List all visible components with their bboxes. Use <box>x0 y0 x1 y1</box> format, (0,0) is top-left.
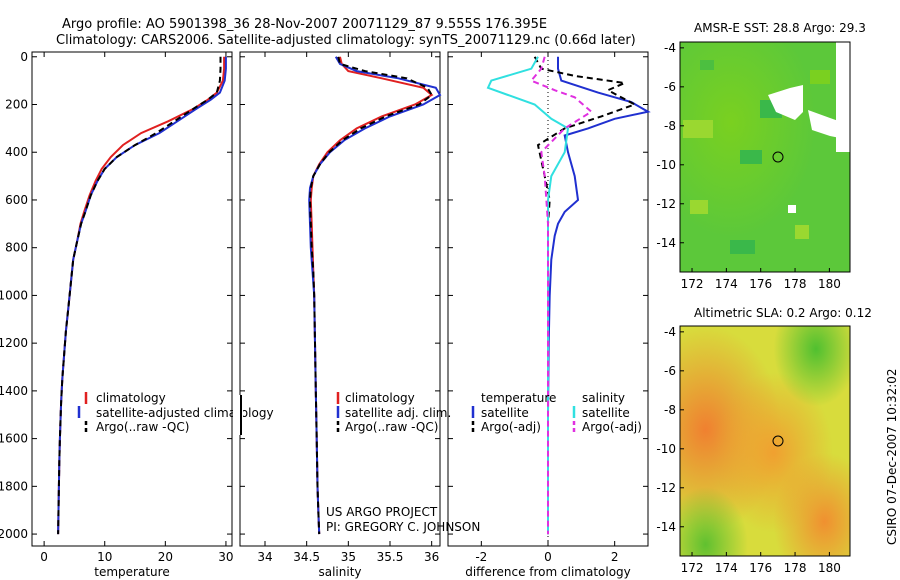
map-x-tick-label: 174 <box>715 277 738 291</box>
sst-map <box>679 41 854 273</box>
x-tick-label: 35.5 <box>377 550 404 564</box>
x-tick-label: 2 <box>611 550 619 564</box>
sla-map <box>679 325 854 557</box>
y-tick-label: 800 <box>5 241 28 255</box>
map-y-tick-label: -14 <box>656 520 676 534</box>
sla-axes: 172 174 176 178 180 -4 -6 -8 -10 -12 -14 <box>656 325 840 575</box>
legend-sal-satellite: satellite adj. clim. <box>345 406 451 420</box>
map-y-tick-label: -4 <box>664 325 676 339</box>
series-line <box>529 56 593 535</box>
sla-title: Altimetric SLA: 0.2 Argo: 0.12 <box>694 306 872 320</box>
legend-diff-t-argo: Argo(-adj) <box>481 420 541 434</box>
series-line <box>308 56 442 535</box>
temperature-legend: climatology satellite-adjusted climatolo… <box>77 391 274 434</box>
x-tick-label: 0 <box>40 550 48 564</box>
y-tick-label: 1800 <box>0 479 28 493</box>
legend-diff-s-argo: Argo(-adj) <box>582 420 642 434</box>
map-y-tick-label: -14 <box>656 236 676 250</box>
title-line-1: Argo profile: AO 5901398_36 28-Nov-2007 … <box>62 17 547 32</box>
series-line <box>57 56 227 535</box>
map-y-tick-label: -8 <box>664 119 676 133</box>
sst-title: AMSR-E SST: 28.8 Argo: 29.3 <box>694 21 866 35</box>
temperature-panel: 0 10 20 30 temperature 0 200 400 600 800 1000 1200 1… <box>0 50 234 579</box>
x-tick-label: 36 <box>424 550 439 564</box>
legend-satellite-adjusted: satellite-adjusted climatology <box>96 406 274 420</box>
y-tick-label: 600 <box>5 193 28 207</box>
x-tick-label: -2 <box>475 550 487 564</box>
y-tick-label: 1200 <box>0 336 28 350</box>
x-axis-label: difference from climatology <box>465 565 631 579</box>
map-y-tick-label: -10 <box>656 158 676 172</box>
map-x-tick-label: 172 <box>681 277 704 291</box>
y-tick-label: 0 <box>20 50 28 64</box>
credit-line-1: US ARGO PROJECT <box>326 505 438 519</box>
legend-sal-argo: Argo(..raw -QC) <box>345 420 438 434</box>
map-x-tick-label: 174 <box>715 561 738 575</box>
difference-legend: temperature satellite Argo(-adj) salinit… <box>471 391 642 434</box>
map-y-tick-label: -4 <box>664 41 676 55</box>
legend-diff-temperature: temperature <box>481 391 556 405</box>
map-y-tick-label: -6 <box>664 80 676 94</box>
legend-sal-climatology: climatology <box>345 391 415 405</box>
side-stamp: CSIRO 07-Dec-2007 10:32:02 <box>885 368 899 545</box>
map-y-tick-label: -12 <box>656 481 676 495</box>
x-tick-label: 20 <box>158 550 173 564</box>
x-axis-label: temperature <box>94 565 169 579</box>
map-y-tick-label: -6 <box>664 364 676 378</box>
x-tick-label: 35 <box>341 550 356 564</box>
x-tick-label: 30 <box>218 550 233 564</box>
legend-diff-t-satellite: satellite <box>481 406 529 420</box>
map-x-tick-label: 180 <box>818 277 841 291</box>
legend-diff-s-satellite: satellite <box>582 406 630 420</box>
y-tick-label: 400 <box>5 145 28 159</box>
map-x-tick-label: 180 <box>818 561 841 575</box>
map-x-tick-label: 178 <box>784 277 807 291</box>
series-line <box>309 56 434 535</box>
sst-axes: 172 174 176 178 180 -4 -6 -8 -10 -12 -14 <box>656 41 840 291</box>
map-y-tick-label: -10 <box>656 442 676 456</box>
map-x-tick-label: 178 <box>784 561 807 575</box>
legend-diff-salinity: salinity <box>582 391 625 405</box>
series-line <box>57 56 226 535</box>
title-line-2: Climatology: CARS2006. Satellite-adjuste… <box>56 33 636 48</box>
map-x-tick-label: 176 <box>749 561 772 575</box>
salinity-panel: 34 34.5 35 35.5 36 salinity <box>239 51 442 579</box>
x-axis-label: salinity <box>318 565 361 579</box>
map-y-tick-label: -12 <box>656 197 676 211</box>
y-tick-label: 200 <box>5 98 28 112</box>
x-tick-label: 34 <box>257 550 272 564</box>
y-tick-label: 1000 <box>0 288 28 302</box>
map-y-tick-label: -8 <box>664 403 676 417</box>
y-tick-label: 1600 <box>0 432 28 446</box>
map-x-tick-label: 172 <box>681 561 704 575</box>
legend-climatology: climatology <box>96 391 166 405</box>
legend-argo: Argo(..raw -QC) <box>96 420 189 434</box>
series-line <box>308 56 434 535</box>
series-line <box>547 56 651 535</box>
y-tick-label: 2000 <box>0 527 28 541</box>
salinity-legend: climatology satellite adj. clim. Argo(..… <box>336 391 451 434</box>
x-tick-label: 34.5 <box>293 550 320 564</box>
series-line <box>486 56 570 535</box>
map-x-tick-label: 176 <box>749 277 772 291</box>
credit-line-2: PI: GREGORY C. JOHNSON <box>326 520 480 534</box>
series-line <box>57 56 222 535</box>
x-tick-label: 0 <box>544 550 552 564</box>
y-tick-label: 1400 <box>0 384 28 398</box>
x-tick-label: 10 <box>97 550 112 564</box>
